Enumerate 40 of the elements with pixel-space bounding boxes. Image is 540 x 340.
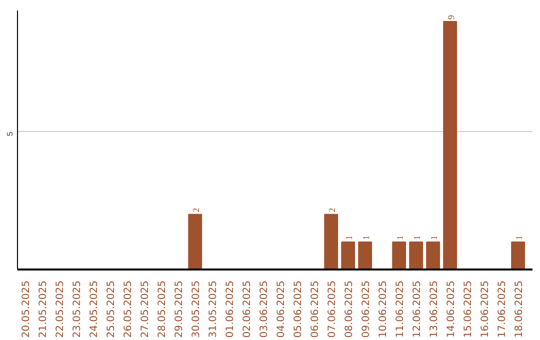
x-tick-label: 29.05.2025 xyxy=(174,280,186,338)
x-tick-label: 06.06.2025 xyxy=(310,280,322,338)
x-tick-label: 11.06.2025 xyxy=(395,280,406,338)
x-tick-label: 31.05.2025 xyxy=(208,280,220,338)
data-label: 1 xyxy=(514,235,524,240)
data-label: 2 xyxy=(327,208,338,212)
x-tick-label: 20.05.2025 xyxy=(21,280,32,338)
data-label: 1 xyxy=(344,235,354,240)
x-tick-label: 18.06.2025 xyxy=(514,280,526,338)
data-label: 9 xyxy=(446,14,456,20)
x-tick-label: 02.06.2025 xyxy=(242,280,254,338)
x-tick-label: 05.06.2025 xyxy=(293,280,304,338)
x-tick-label: 26.05.2025 xyxy=(123,280,134,338)
x-tick-label: 10.06.2025 xyxy=(378,280,390,338)
x-tick-label: 07.06.2025 xyxy=(327,280,338,338)
x-tick-label: 30.05.2025 xyxy=(191,280,202,338)
data-label: 2 xyxy=(191,208,202,212)
x-tick-label: 17.06.2025 xyxy=(497,280,508,338)
data-label: 1 xyxy=(361,235,372,240)
x-tick-label: 08.06.2025 xyxy=(344,280,356,338)
x-tick-label: 21.05.2025 xyxy=(38,280,50,338)
data-label: 1 xyxy=(395,235,406,240)
x-tick-label: 28.05.2025 xyxy=(157,280,168,338)
x-tick-label: 04.06.2025 xyxy=(276,280,288,338)
x-tick-label: 03.06.2025 xyxy=(259,280,270,338)
x-tick-label: 25.05.2025 xyxy=(106,280,118,338)
x-tick-label: 14.06.2025 xyxy=(446,280,458,338)
x-tick-label: 22.05.2025 xyxy=(55,280,66,338)
data-label: 1 xyxy=(429,235,440,240)
y-tick-label: 5 xyxy=(6,131,14,136)
x-tick-label: 16.06.2025 xyxy=(480,280,492,338)
x-tick-label: 23.05.2025 xyxy=(72,280,84,338)
x-tick-label: 01.06.2025 xyxy=(225,280,236,338)
x-tick-label: 12.06.2025 xyxy=(412,280,424,338)
data-label: 1 xyxy=(412,235,422,240)
x-tick-label: 27.05.2025 xyxy=(140,280,152,338)
x-tick-label: 24.05.2025 xyxy=(89,280,100,338)
x-tick-label: 09.06.2025 xyxy=(361,280,372,338)
x-tick-label: 13.06.2025 xyxy=(429,280,440,338)
x-tick-label: 15.06.2025 xyxy=(463,280,474,338)
